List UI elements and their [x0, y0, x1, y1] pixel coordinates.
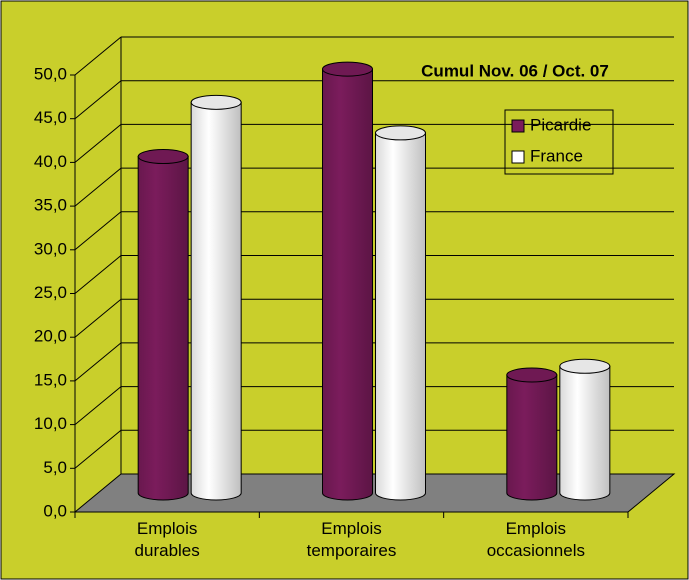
grid-line: [74, 342, 122, 382]
bar: [322, 61, 373, 501]
legend-label: France: [530, 146, 583, 165]
bar: [137, 149, 189, 501]
y-tick-label: 0,0: [43, 501, 67, 520]
y-tick-label: 20,0: [34, 327, 67, 346]
bar: [375, 125, 426, 501]
grid-line: [74, 167, 122, 207]
y-tick-label: 25,0: [34, 283, 67, 302]
grid-line: [74, 429, 122, 469]
y-tick-label: 40,0: [34, 152, 67, 171]
bar-body: [190, 101, 242, 501]
grid-line: [74, 298, 122, 338]
legend-label: Picardie: [530, 115, 591, 134]
grid-line: [74, 36, 122, 76]
x-tick-label: Emplois occasionnels: [486, 519, 585, 560]
bar-body: [375, 132, 426, 501]
bar: [506, 367, 558, 501]
bar: [559, 358, 611, 501]
bar-top: [137, 149, 189, 165]
bar: [190, 94, 242, 501]
chart-title: Cumul Nov. 06 / Oct. 07: [421, 61, 609, 80]
y-tick-label: 5,0: [43, 458, 67, 477]
grid-line: [74, 255, 122, 294]
bar-body: [322, 68, 373, 501]
bar-top: [190, 94, 242, 110]
grid-line: [74, 211, 122, 251]
bar-top: [322, 61, 373, 77]
y-tick-label: 45,0: [34, 108, 67, 127]
grid-line: [74, 386, 122, 425]
bar-top: [559, 358, 611, 374]
x-tick-label: Emplois temporaires: [306, 519, 397, 560]
bar-top: [375, 125, 426, 141]
y-tick-label: 30,0: [34, 239, 67, 258]
y-tick-label: 50,0: [34, 64, 67, 83]
bar-body: [559, 365, 611, 501]
y-tick-label: 10,0: [34, 414, 67, 433]
legend-swatch: [511, 150, 525, 164]
bar-top: [506, 367, 558, 383]
y-tick-label: 15,0: [34, 370, 67, 389]
bar-body: [506, 374, 558, 501]
grid-line: [74, 80, 122, 120]
legend-swatch: [511, 119, 525, 133]
x-tick-label: Emplois durables: [134, 519, 200, 560]
bar-body: [137, 156, 189, 501]
grid-line: [74, 124, 122, 163]
y-tick-label: 35,0: [34, 196, 67, 215]
